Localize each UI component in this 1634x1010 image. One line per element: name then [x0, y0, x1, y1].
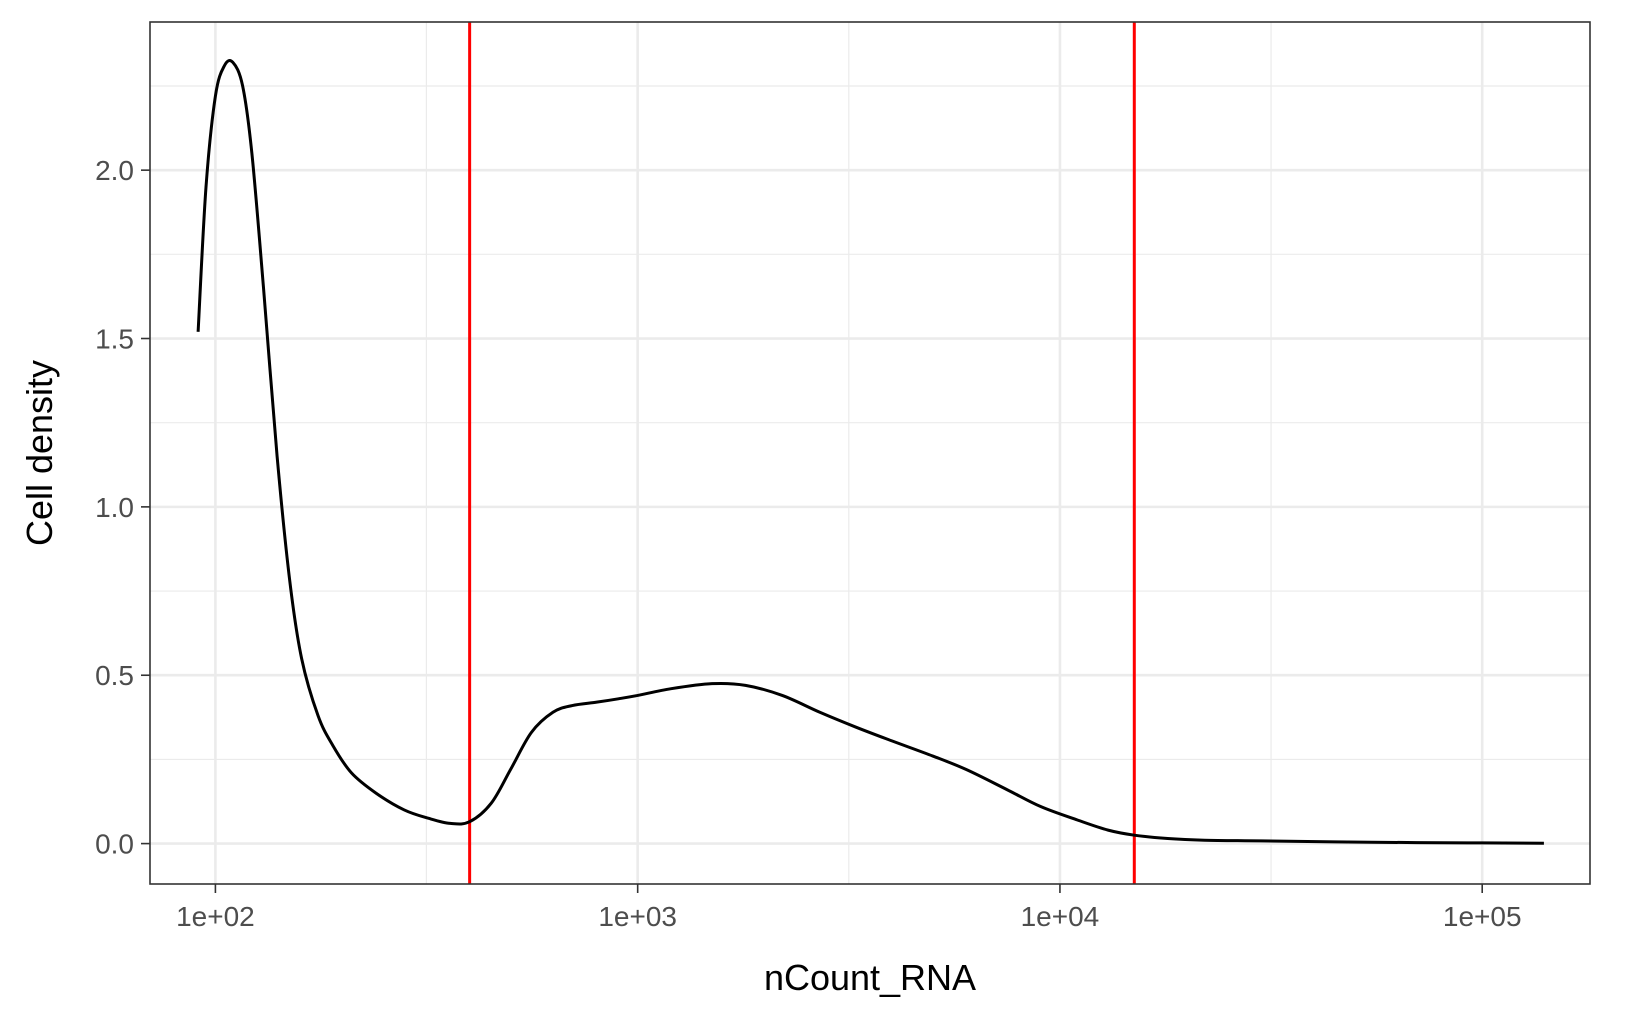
major-grid — [150, 22, 1590, 884]
x-axis: 1e+02 1e+03 1e+04 1e+05 — [176, 884, 1522, 932]
y-tick-label: 0.0 — [95, 829, 134, 860]
x-tick-label: 1e+05 — [1443, 901, 1522, 932]
minor-grid — [150, 22, 1590, 884]
threshold-lines — [468, 22, 1136, 884]
y-axis: 0.0 0.5 1.0 1.5 2.0 — [95, 155, 150, 860]
x-tick-label: 1e+03 — [598, 901, 677, 932]
y-tick-label: 1.0 — [95, 492, 134, 523]
density-curve — [196, 59, 1544, 845]
y-tick-label: 2.0 — [95, 155, 134, 186]
x-tick-label: 1e+02 — [176, 901, 255, 932]
panel-border — [149, 21, 1591, 885]
x-tick-label: 1e+04 — [1021, 901, 1100, 932]
y-tick-label: 1.5 — [95, 324, 134, 355]
x-axis-title: nCount_RNA — [764, 957, 976, 998]
y-tick-label: 0.5 — [95, 660, 134, 691]
y-axis-title: Cell density — [19, 360, 60, 546]
series-group — [196, 59, 1544, 845]
